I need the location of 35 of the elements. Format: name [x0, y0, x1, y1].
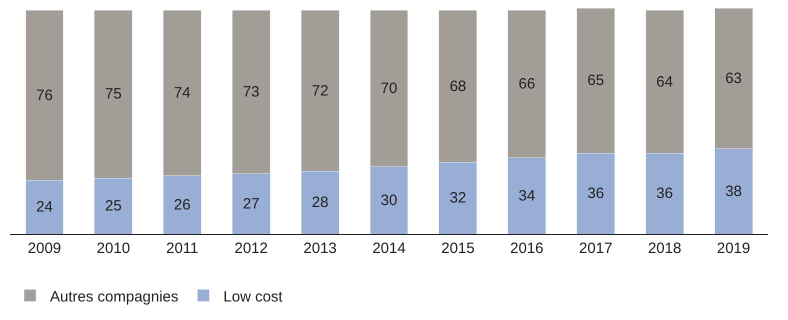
data-label: 74: [174, 84, 191, 102]
data-label: 70: [380, 80, 398, 98]
data-label: 26: [174, 196, 191, 214]
data-label: 25: [105, 198, 122, 215]
data-label: 38: [725, 182, 742, 200]
data-label: 30: [380, 192, 398, 209]
x-tick-label: 2010: [96, 240, 130, 257]
data-label: 68: [450, 78, 466, 95]
x-tick-label: 2012: [234, 240, 268, 257]
data-label: 73: [242, 83, 260, 100]
data-label: 64: [656, 73, 673, 90]
x-tick-label: 2017: [579, 240, 612, 257]
x-tick-label: 2016: [510, 240, 544, 257]
data-label: 32: [450, 190, 466, 207]
legend-label: Autres compagnies: [50, 288, 178, 306]
data-label: 24: [36, 198, 53, 216]
x-tick-label: 2011: [166, 240, 198, 257]
x-tick-label: 2018: [648, 240, 682, 257]
data-label: 65: [587, 72, 604, 90]
data-label: 63: [725, 70, 742, 87]
x-tick-label: 2019: [716, 240, 750, 257]
data-label: 28: [312, 194, 328, 212]
legend-label: Low cost: [223, 288, 284, 306]
data-label: 27: [242, 195, 260, 212]
x-tick-label: 2014: [372, 240, 406, 257]
data-label: 36: [587, 185, 604, 202]
data-label: 76: [36, 86, 53, 104]
x-tick-label: 2015: [441, 240, 475, 257]
data-label: 34: [518, 187, 536, 204]
data-label: 36: [656, 185, 673, 202]
data-label: 72: [312, 82, 328, 100]
x-tick-label: 2013: [303, 240, 337, 257]
data-label: 66: [518, 76, 536, 93]
data-label: 75: [105, 86, 122, 103]
x-tick-label: 2009: [28, 240, 62, 257]
